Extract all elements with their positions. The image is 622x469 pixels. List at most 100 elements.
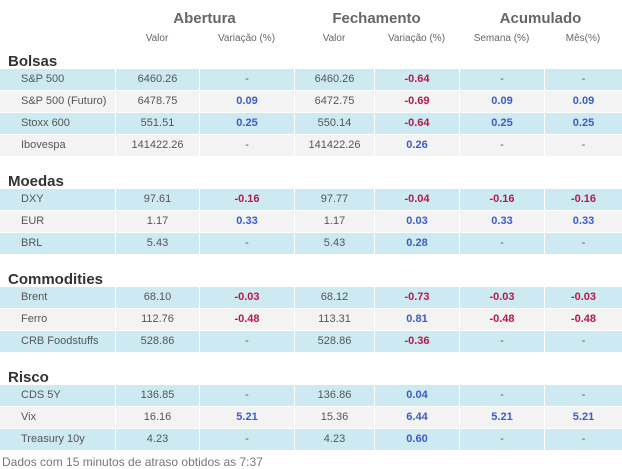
cell-week: 5.21 [459,407,544,428]
cell-name: Vix [21,411,37,423]
cell-close-value: 97.77 [294,189,374,210]
table-row: DXY 97.61 -0.16 97.77 -0.04 -0.16 -0.16 [0,189,622,210]
cell-week: -0.16 [459,189,544,210]
cell-open-var: - [199,135,294,156]
footer-note: Dados com 15 minutos de atraso obtidos a… [2,455,263,469]
cell-name: CRB Foodstuffs [21,335,99,347]
cell-close-value: 528.86 [294,331,374,352]
cell-name: Stoxx 600 [21,117,70,129]
cell-close-value: 550.14 [294,113,374,134]
subheader-month: Mês(%) [565,33,601,44]
cell-open-value: 551.51 [115,113,199,134]
cell-close-value: 141422.26 [294,135,374,156]
cell-close-var: -0.04 [374,189,459,210]
subheader-week: Semana (%) [473,33,530,44]
cell-open-var: - [199,331,294,352]
cell-week: 0.33 [459,211,544,232]
cell-week: - [459,385,544,406]
cell-open-value: 4.23 [115,429,199,450]
cell-name: BRL [21,237,43,249]
cell-close-value: 15.36 [294,407,374,428]
cell-close-var: -0.64 [374,69,459,90]
cell-month: - [544,385,622,406]
table-row: Stoxx 600 551.51 0.25 550.14 -0.64 0.25 0.25 [0,113,622,134]
subheader-open-value: Valor [145,33,169,44]
cell-close-var: 0.04 [374,385,459,406]
cell-month: - [544,429,622,450]
cell-open-var: -0.16 [199,189,294,210]
table-row: S&P 500 (Futuro) 6478.75 0.09 6472.75 -0.69 0… [0,91,622,112]
table-row: Treasury 10y 4.23-4.23 0.60- - [0,429,622,450]
cell-month: - [544,233,622,254]
cell-open-value: 112.76 [115,309,199,330]
cell-close-var: 6.44 [374,407,459,428]
cell-open-var: - [199,429,294,450]
cell-name: Brent [21,291,48,303]
table-row: CRB Foodstuffs 528.86-528.86 -0.36- - [0,331,622,352]
cell-open-value: 5.43 [115,233,199,254]
cell-open-var: - [199,385,294,406]
cell-name: CDS 5Y [21,389,61,401]
cell-open-var: -0.03 [199,287,294,308]
cell-close-var: 0.81 [374,309,459,330]
cell-open-value: 528.86 [115,331,199,352]
table-row: Ibovespa 141422.26-141422.26 0.26- - [0,135,622,156]
cell-open-var: 0.09 [199,91,294,112]
cell-name: EUR [21,215,45,227]
cell-open-value: 16.16 [115,407,199,428]
cell-close-var: 0.28 [374,233,459,254]
cell-name: S&P 500 [21,73,65,85]
cell-week: - [459,233,544,254]
cell-close-value: 136.86 [294,385,374,406]
group-header-abertura: Abertura [173,10,236,27]
table-row: BRL 5.43-5.43 0.28- - [0,233,622,254]
cell-open-value: 6478.75 [115,91,199,112]
cell-month: 0.33 [544,211,622,232]
cell-open-value: 97.61 [115,189,199,210]
cell-month: - [544,69,622,90]
table-row: S&P 500 6460.26-6460.26 -0.64- - [0,69,622,90]
cell-name: Treasury 10y [21,433,85,445]
group-header-fechamento: Fechamento [332,10,421,27]
cell-month: - [544,135,622,156]
cell-open-value: 136.85 [115,385,199,406]
cell-month: 5.21 [544,407,622,428]
cell-week: 0.25 [459,113,544,134]
cell-name: DXY [21,193,44,205]
cell-close-var: 0.03 [374,211,459,232]
cell-open-value: 1.17 [115,211,199,232]
cell-name: S&P 500 (Futuro) [21,95,107,107]
cell-close-var: -0.36 [374,331,459,352]
subheader-open-var: Variação (%) [217,33,276,44]
group-header-acumulado: Acumulado [499,10,582,27]
cell-close-var: -0.73 [374,287,459,308]
section-title: Moedas [8,173,64,190]
cell-week: -0.03 [459,287,544,308]
cell-open-value: 6460.26 [115,69,199,90]
section-title: Commodities [8,271,104,288]
cell-week: 0.09 [459,91,544,112]
cell-open-var: - [199,233,294,254]
subheader-close-value: Valor [322,33,346,44]
subheader-close-var: Variação (%) [387,33,446,44]
cell-month: 0.09 [544,91,622,112]
section-title: Risco [8,369,49,386]
cell-week: - [459,331,544,352]
cell-name: Ferro [21,313,48,325]
cell-name: Ibovespa [21,139,66,151]
cell-open-value: 68.10 [115,287,199,308]
cell-open-value: 141422.26 [115,135,199,156]
cell-month: -0.48 [544,309,622,330]
cell-close-var: 0.26 [374,135,459,156]
table-row: Brent 68.10 -0.03 68.12 -0.73 -0.03 -0.03 [0,287,622,308]
cell-close-value: 68.12 [294,287,374,308]
cell-week: - [459,429,544,450]
cell-open-var: 5.21 [199,407,294,428]
cell-month: -0.16 [544,189,622,210]
cell-open-var: 0.33 [199,211,294,232]
cell-close-value: 6472.75 [294,91,374,112]
cell-month: -0.03 [544,287,622,308]
table-row: EUR 1.17 0.33 1.17 0.03 0.33 0.33 [0,211,622,232]
table-row: Vix 16.16 5.21 15.36 6.44 5.21 5.21 [0,407,622,428]
cell-close-value: 113.31 [294,309,374,330]
